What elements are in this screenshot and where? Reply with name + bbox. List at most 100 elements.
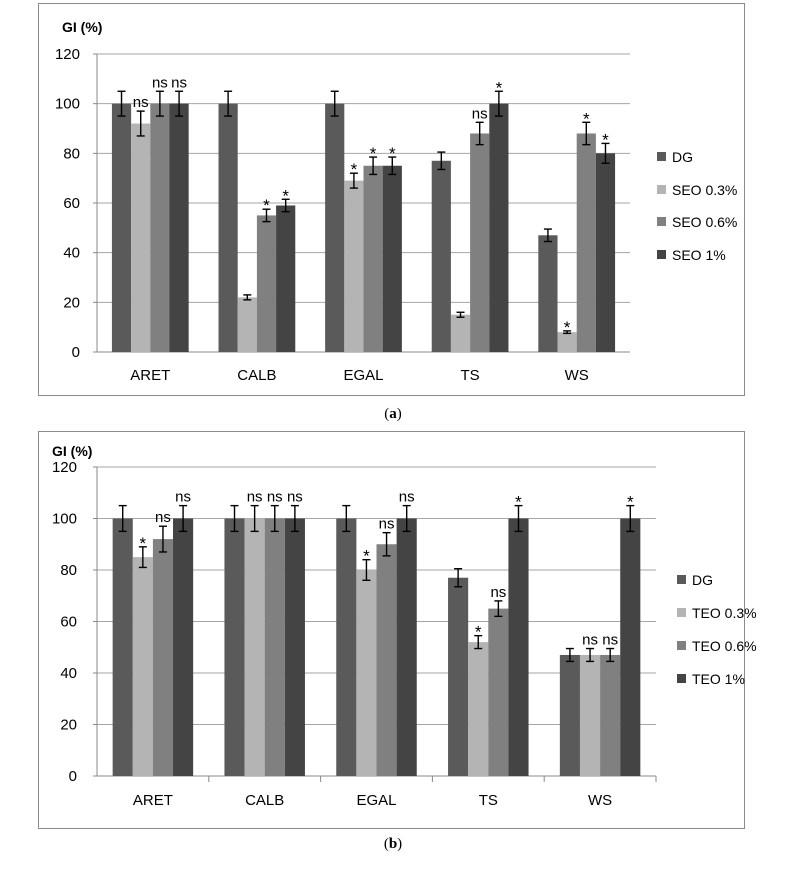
legend-label: SEO 1%: [672, 247, 726, 263]
bar: [224, 518, 245, 776]
bar: [595, 153, 616, 352]
x-tick-label: EGAL: [343, 367, 383, 384]
panel-caption: (b): [384, 836, 402, 852]
significance-label: *: [140, 534, 147, 553]
significance-label: *: [564, 318, 571, 337]
bar: [579, 654, 601, 776]
bar: [488, 608, 509, 776]
legend-swatch: [657, 217, 666, 226]
y-tick-label: 100: [52, 511, 77, 528]
significance-label: ns: [247, 489, 263, 506]
bar: [152, 539, 174, 776]
bar: [382, 165, 402, 352]
significance-label: ns: [267, 489, 283, 506]
legend-label: TEO 0.6%: [692, 638, 757, 654]
bar: [256, 215, 277, 352]
significance-label: *: [363, 547, 370, 566]
y-tick-label: 40: [63, 245, 80, 262]
legend-swatch: [677, 641, 686, 650]
legend-label: TEO 0.3%: [692, 605, 757, 621]
legend-swatch: [657, 250, 666, 259]
bar: [470, 133, 490, 352]
bar: [600, 654, 621, 776]
bar: [538, 235, 558, 352]
significance-label: ns: [287, 489, 303, 506]
bar: [489, 103, 509, 353]
x-tick-label: TS: [461, 367, 480, 384]
bar: [284, 518, 305, 776]
significance-label: ns: [379, 516, 395, 533]
x-tick-label: ARET: [130, 367, 170, 384]
significance-label: ns: [582, 632, 598, 649]
significance-label: *: [282, 186, 289, 205]
bar: [131, 123, 151, 353]
y-tick-label: 0: [69, 768, 77, 785]
bar: [244, 518, 265, 776]
bar: [363, 165, 383, 352]
y-tick-label: 0: [72, 344, 80, 361]
significance-label: *: [496, 78, 503, 97]
significance-label: ns: [171, 74, 187, 91]
legend-swatch: [677, 575, 686, 584]
significance-label: *: [627, 493, 634, 512]
significance-label: ns: [175, 489, 191, 506]
significance-label: ns: [152, 74, 168, 91]
x-tick-label: EGAL: [356, 792, 396, 809]
bar: [276, 205, 296, 352]
bar: [376, 544, 397, 776]
bar: [218, 103, 238, 353]
bar: [336, 518, 357, 776]
y-axis-label: GI (%): [52, 443, 92, 459]
bar: [431, 160, 451, 352]
bar: [508, 518, 529, 776]
legend-swatch: [677, 674, 686, 683]
legend-label: DG: [692, 572, 713, 588]
bar: [344, 180, 364, 352]
y-axis-label: GI (%): [62, 19, 102, 35]
x-tick-label: WS: [588, 792, 612, 809]
bar: [396, 518, 417, 776]
x-tick-label: TS: [479, 792, 498, 809]
x-tick-label: CALB: [245, 792, 284, 809]
y-tick-label: 20: [63, 294, 80, 311]
bar: [112, 518, 133, 776]
x-tick-label: CALB: [237, 367, 276, 384]
bar: [111, 103, 132, 353]
y-tick-label: 40: [60, 665, 77, 682]
significance-label: ns: [472, 105, 488, 122]
bar: [448, 577, 469, 776]
significance-label: *: [370, 144, 377, 163]
bar: [468, 642, 489, 776]
bar: [169, 103, 189, 353]
bar: [559, 654, 580, 776]
panel-caption: (a): [384, 406, 402, 422]
bar: [264, 518, 285, 776]
significance-label: ns: [133, 94, 149, 111]
bar: [173, 518, 194, 776]
bar: [620, 518, 641, 776]
significance-label: *: [263, 196, 270, 215]
significance-label: ns: [602, 632, 618, 649]
bar: [450, 314, 471, 352]
significance-label: *: [351, 160, 358, 179]
legend-swatch: [677, 608, 686, 617]
bar: [557, 332, 577, 352]
y-tick-label: 80: [63, 145, 80, 162]
legend-swatch: [657, 185, 666, 194]
y-tick-label: 60: [63, 195, 80, 212]
y-tick-label: 100: [55, 96, 80, 113]
significance-label: *: [602, 130, 609, 149]
x-tick-label: ARET: [133, 792, 173, 809]
significance-label: *: [515, 493, 522, 512]
y-tick-label: 60: [60, 614, 77, 631]
legend-label: SEO 0.3%: [672, 182, 737, 198]
legend-label: TEO 1%: [692, 671, 745, 687]
significance-label: *: [475, 623, 482, 642]
significance-label: *: [389, 144, 396, 163]
significance-label: *: [583, 109, 590, 128]
bar: [576, 133, 596, 352]
y-tick-label: 120: [55, 46, 80, 63]
